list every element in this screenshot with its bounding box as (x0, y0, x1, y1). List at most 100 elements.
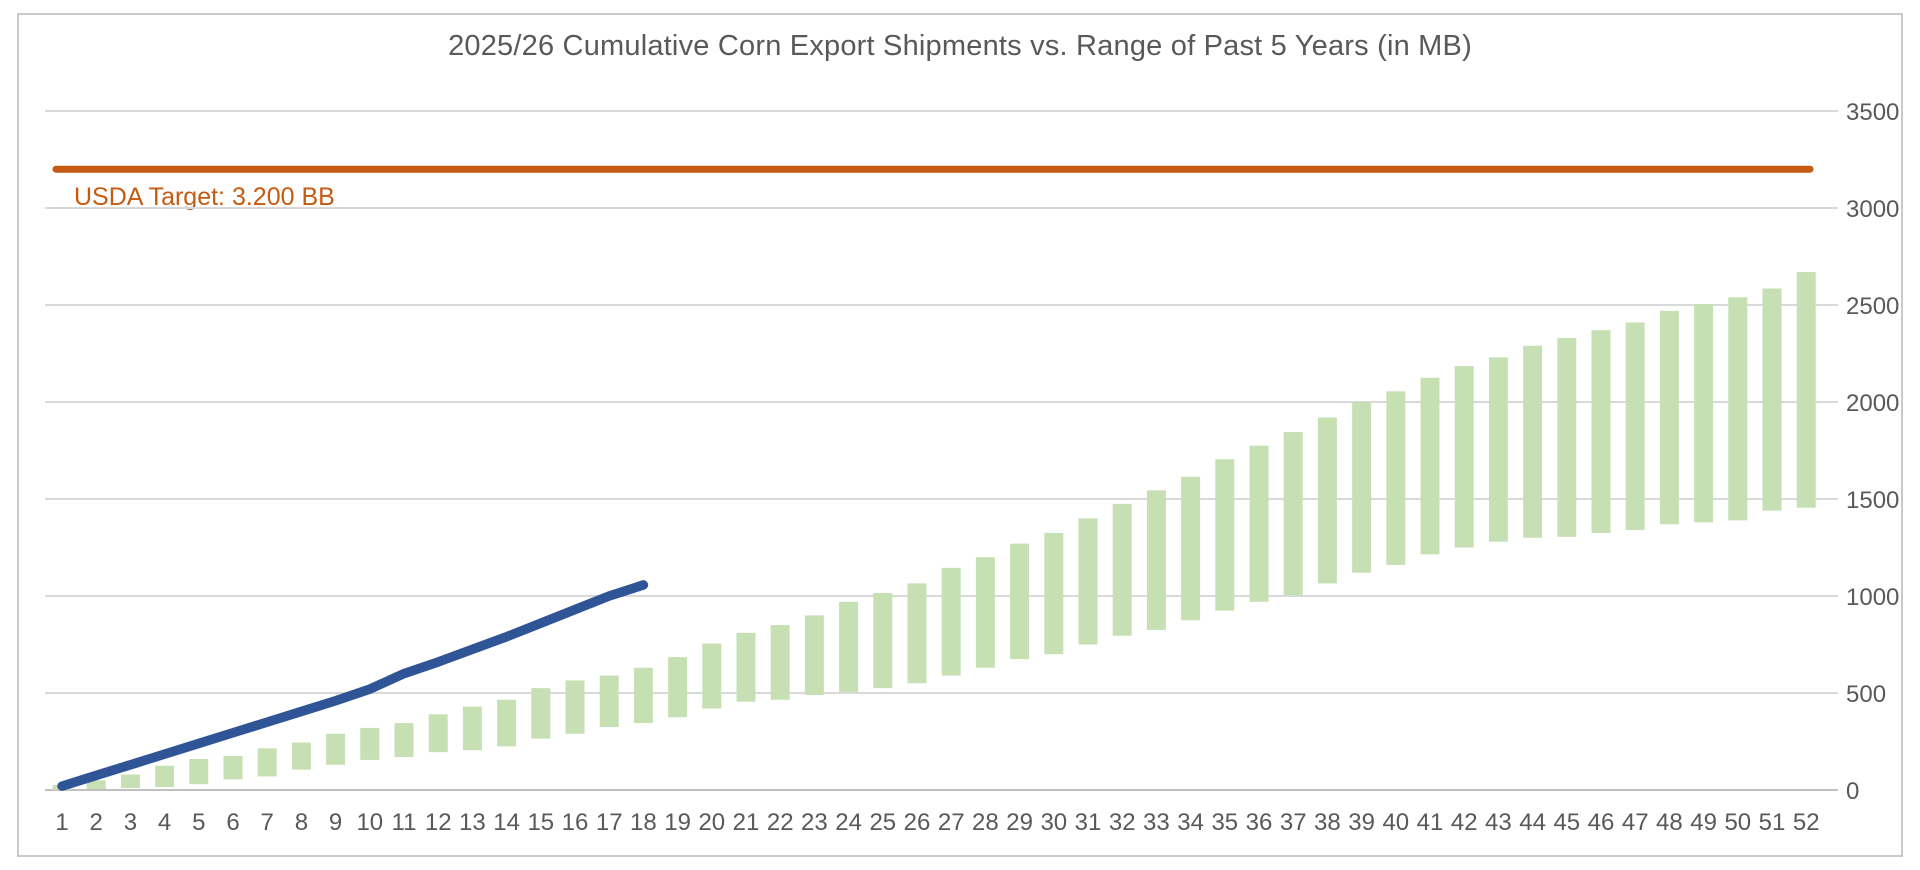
range-bar (120, 774, 140, 789)
range-bar (1694, 304, 1714, 523)
x-axis-label: 38 (1314, 809, 1341, 836)
range-bar (668, 657, 688, 718)
x-axis-label: 19 (664, 809, 691, 836)
range-bar (975, 557, 995, 668)
x-axis-label: 32 (1109, 809, 1136, 836)
range-bar (223, 756, 243, 780)
y-axis-label: 3500 (1846, 99, 1899, 126)
chart-title: 2025/26 Cumulative Corn Export Shipments… (448, 30, 1472, 62)
x-axis-label: 49 (1690, 809, 1717, 836)
range-bar (941, 567, 961, 676)
range-bar (1215, 459, 1235, 611)
y-axis-label: 1500 (1846, 487, 1899, 514)
y-axis-label: 2000 (1846, 390, 1899, 417)
range-bar (839, 601, 859, 693)
range-bar (599, 675, 619, 727)
range-bar (360, 727, 380, 760)
range-bar (1420, 377, 1440, 555)
x-axis-label: 21 (733, 809, 760, 836)
range-bar (1454, 366, 1474, 548)
x-axis-label: 27 (938, 809, 965, 836)
x-axis-label: 9 (329, 809, 342, 836)
y-axis-label: 2500 (1846, 293, 1899, 320)
range-bar (1181, 476, 1201, 621)
range-bar (531, 688, 551, 739)
range-bar (1591, 330, 1611, 533)
x-axis-label: 34 (1177, 809, 1204, 836)
x-axis-label: 11 (392, 809, 417, 836)
range-bar (1386, 391, 1406, 565)
range-bar (462, 706, 482, 751)
range-bar (497, 699, 517, 747)
range-bar (326, 733, 346, 765)
x-axis-label: 46 (1588, 809, 1615, 836)
range-bar (1488, 357, 1508, 542)
x-axis-label: 25 (869, 809, 896, 836)
x-axis-label: 13 (459, 809, 486, 836)
x-axis-label: 2 (90, 809, 103, 836)
usda-target-label: USDA Target: 3.200 BB (74, 183, 335, 211)
range-bar (428, 714, 448, 753)
x-axis-label: 50 (1724, 809, 1751, 836)
range-bar (565, 680, 585, 734)
range-bar (1352, 402, 1372, 573)
range-bar (873, 593, 893, 689)
chart-frame (17, 13, 1903, 857)
y-axis-label: 1000 (1846, 584, 1899, 611)
x-axis-label: 6 (226, 809, 239, 836)
x-axis-label: 40 (1382, 809, 1409, 836)
range-bar (1044, 532, 1064, 655)
x-axis-label: 35 (1211, 809, 1238, 836)
x-axis-label: 24 (835, 809, 862, 836)
range-bar (1523, 345, 1543, 538)
range-bar (1112, 503, 1132, 636)
x-axis-label: 43 (1485, 809, 1512, 836)
range-bar (1010, 543, 1030, 660)
x-axis-label: 16 (562, 809, 589, 836)
x-axis-label: 15 (527, 809, 554, 836)
x-axis-label: 28 (972, 809, 999, 836)
range-bar (907, 583, 927, 684)
x-axis-label: 4 (158, 809, 171, 836)
range-bar (86, 780, 106, 790)
x-axis-label: 3 (124, 809, 137, 836)
range-bar (394, 723, 414, 758)
x-axis-label: 30 (1040, 809, 1067, 836)
range-bar (736, 632, 756, 702)
x-axis-label: 17 (596, 809, 623, 836)
x-axis-label: 26 (904, 809, 931, 836)
y-axis-label: 3000 (1846, 196, 1899, 223)
range-bar (702, 643, 722, 709)
range-bar (1078, 518, 1098, 645)
range-bar (1557, 337, 1577, 537)
x-axis-label: 47 (1622, 809, 1649, 836)
x-axis-label: 33 (1143, 809, 1170, 836)
range-bar (1625, 322, 1645, 531)
shipments-line (57, 580, 649, 791)
x-axis-label: 41 (1417, 809, 1444, 836)
range-bar (1728, 297, 1748, 521)
range-bar (633, 667, 653, 724)
x-axis-label: 23 (801, 809, 828, 836)
x-axis-label: 20 (698, 809, 725, 836)
x-axis-label: 18 (630, 809, 657, 836)
x-axis-label: 5 (192, 809, 205, 836)
x-axis-label: 37 (1280, 809, 1307, 836)
range-bar (1317, 417, 1337, 584)
range-bar (1762, 288, 1782, 511)
range-bar (1659, 310, 1679, 525)
x-axis-label: 48 (1656, 809, 1683, 836)
y-axis-label: 500 (1846, 681, 1886, 708)
x-axis-label: 45 (1553, 809, 1580, 836)
range-bar (804, 615, 824, 695)
x-axis-label: 36 (1246, 809, 1273, 836)
x-axis-label: 51 (1759, 809, 1786, 836)
x-axis-label: 12 (425, 809, 452, 836)
x-axis-label: 52 (1793, 809, 1820, 836)
range-bar (1283, 432, 1303, 596)
x-axis-label: 10 (356, 809, 383, 836)
range-bar (770, 625, 790, 700)
y-axis-label: 0 (1846, 778, 1859, 805)
x-axis-label: 14 (493, 809, 520, 836)
